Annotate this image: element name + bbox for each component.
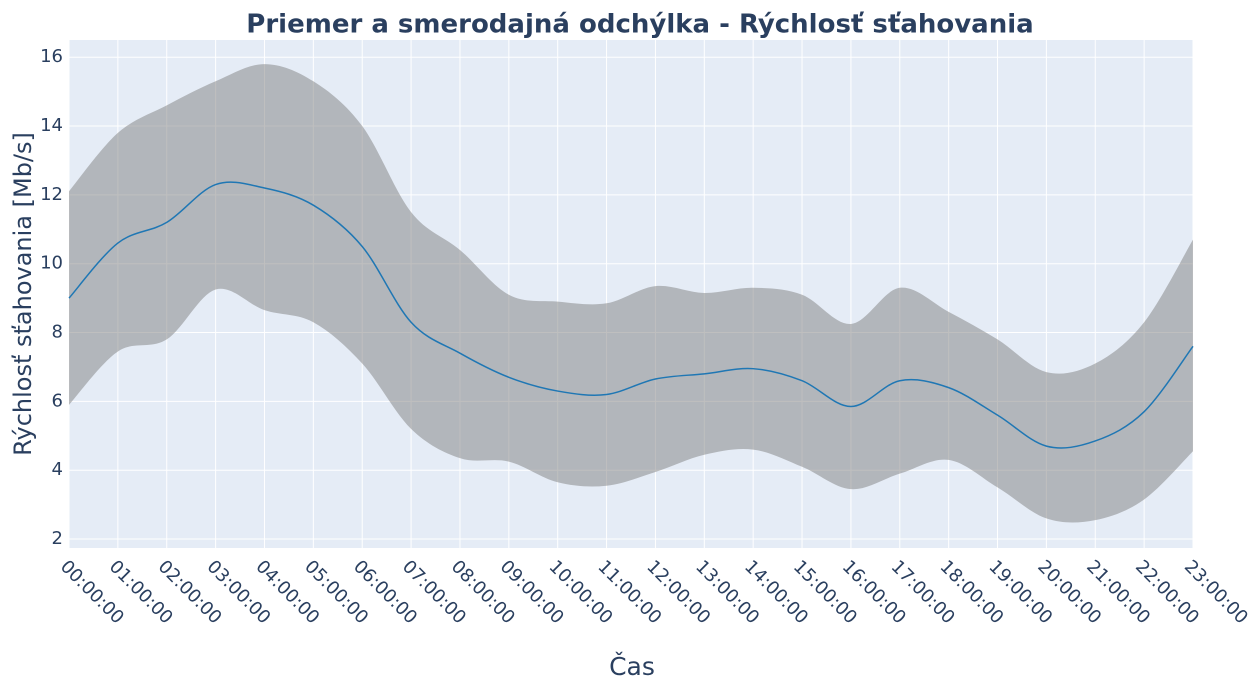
- chart-title: Priemer a smerodajná odchýlka - Rýchlosť…: [246, 10, 1033, 40]
- y-tick-label: 16: [40, 46, 63, 67]
- y-tick-label: 10: [40, 253, 63, 274]
- y-tick-label: 2: [52, 528, 63, 549]
- y-tick-label: 8: [52, 322, 63, 343]
- y-tick-label: 14: [40, 115, 63, 136]
- y-axis-title: Rýchlosť sťahovania [Mb/s]: [9, 132, 37, 456]
- mean-line: [68, 181, 1194, 449]
- x-axis-title: Čas: [609, 651, 655, 680]
- y-tick-label: 4: [52, 459, 63, 480]
- y-tick-label: 6: [52, 390, 63, 411]
- std-band: [69, 64, 1193, 523]
- y-tick-label: 12: [40, 184, 63, 205]
